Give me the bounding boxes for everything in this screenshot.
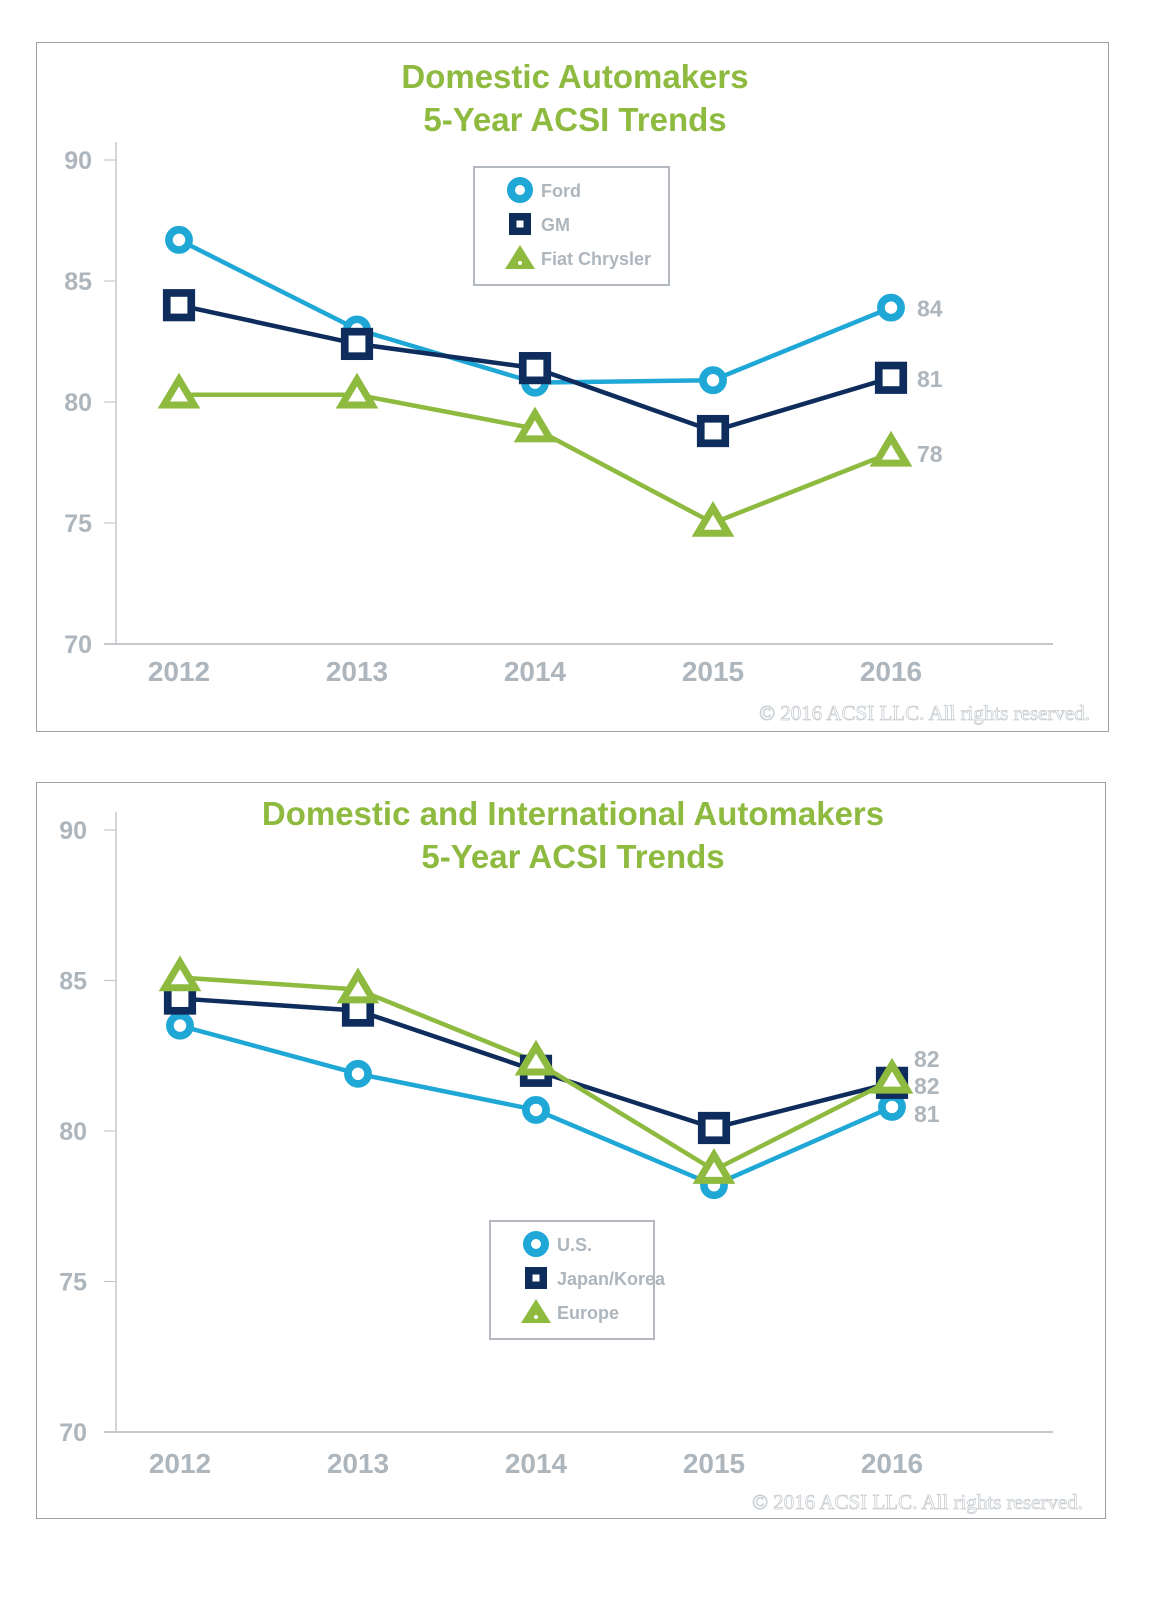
x-tick-label: 2013: [327, 1448, 389, 1479]
chart-subtitle: 5-Year ACSI Trends: [421, 838, 724, 875]
y-tick-label: 90: [59, 817, 87, 845]
chart-panel-domestic-international: Domestic and International Automakers 5-…: [36, 782, 1106, 1519]
data-point-circle: [165, 225, 193, 254]
legend-box: [489, 1220, 655, 1340]
data-point-square: [874, 361, 908, 394]
legend-triangle-inner: [534, 1315, 538, 1319]
data-point-triangle: [514, 1039, 558, 1076]
copyright-notice: © 2016 ACSI LLC. All rights reserved.: [759, 701, 1090, 725]
y-tick-label: 70: [59, 1419, 87, 1447]
chart-subtitle: 5-Year ACSI Trends: [423, 101, 726, 138]
legend-triangle-inner: [518, 261, 522, 265]
data-point-triangle: [335, 372, 379, 409]
legend-label: Europe: [557, 1303, 619, 1323]
data-point-circle: [877, 293, 905, 322]
y-tick-label: 85: [64, 268, 92, 296]
data-point-triangle: [870, 1057, 914, 1094]
x-tick-label: 2016: [861, 1448, 923, 1479]
end-value-label: 82: [914, 1046, 940, 1072]
data-point-triangle: [336, 967, 380, 1004]
line-chart-domestic-international: Domestic and International Automakers 5-…: [59, 795, 1083, 1514]
end-value-label: 81: [914, 1101, 940, 1127]
data-point-square: [696, 414, 730, 448]
data-point-square: [697, 1111, 731, 1145]
legend-label: U.S.: [557, 1235, 592, 1255]
copyright-notice: © 2016 ACSI LLC. All rights reserved.: [752, 1490, 1083, 1514]
x-tick-label: 2013: [326, 656, 388, 687]
data-point-triangle: [158, 955, 202, 992]
y-tick-label: 75: [59, 1269, 87, 1297]
y-tick-label: 75: [64, 510, 92, 538]
legend-square-inner: [532, 1274, 540, 1282]
legend-label: Fiat Chrysler: [541, 249, 651, 269]
line-chart-domestic: Domestic Automakers 5-Year ACSI Trends 7…: [64, 58, 1090, 725]
x-tick-label: 2014: [505, 1448, 568, 1479]
data-point-triangle: [869, 430, 913, 467]
data-point-square: [340, 327, 374, 361]
legend-label: Japan/Korea: [557, 1269, 666, 1289]
x-tick-label: 2016: [860, 656, 922, 687]
end-value-label: 78: [917, 441, 943, 467]
data-point-triangle: [691, 500, 735, 537]
y-tick-label: 85: [59, 968, 87, 996]
data-point-triangle: [513, 406, 557, 443]
legend-box: [473, 166, 670, 286]
chart-title: Domestic and International Automakers: [262, 795, 884, 832]
legend-circle-icon: [507, 177, 533, 203]
data-point-circle: [878, 1092, 906, 1121]
y-tick-label: 70: [64, 631, 92, 659]
data-point-triangle: [692, 1148, 736, 1184]
x-tick-label: 2012: [148, 656, 210, 687]
data-point-circle: [166, 1011, 194, 1040]
end-value-label: 84: [917, 296, 943, 322]
legend-square-inner: [516, 220, 524, 228]
data-point-square: [162, 289, 196, 322]
y-tick-label: 90: [64, 147, 92, 175]
legend-triangle-icon: [521, 1299, 551, 1323]
data-point-square: [518, 352, 552, 385]
data-point-circle: [344, 1059, 372, 1088]
chart-panel-domestic: Domestic Automakers 5-Year ACSI Trends 7…: [36, 42, 1109, 732]
chart-title: Domestic Automakers: [401, 58, 748, 95]
legend-triangle-icon: [505, 245, 535, 269]
data-point-square: [341, 994, 375, 1027]
x-tick-label: 2014: [504, 656, 567, 687]
x-tick-label: 2015: [682, 656, 744, 687]
y-tick-label: 80: [59, 1118, 87, 1146]
end-value-label: 81: [917, 366, 943, 392]
data-point-circle: [699, 366, 727, 395]
y-tick-label: 80: [64, 389, 92, 417]
end-value-label: 82: [914, 1073, 940, 1099]
legend-label: GM: [541, 215, 570, 235]
data-point-triangle: [157, 372, 201, 409]
legend-circle-icon: [523, 1231, 549, 1257]
data-point-circle: [522, 1096, 550, 1124]
x-tick-label: 2012: [149, 1448, 211, 1479]
x-tick-label: 2015: [683, 1448, 745, 1479]
legend-label: Ford: [541, 181, 581, 201]
